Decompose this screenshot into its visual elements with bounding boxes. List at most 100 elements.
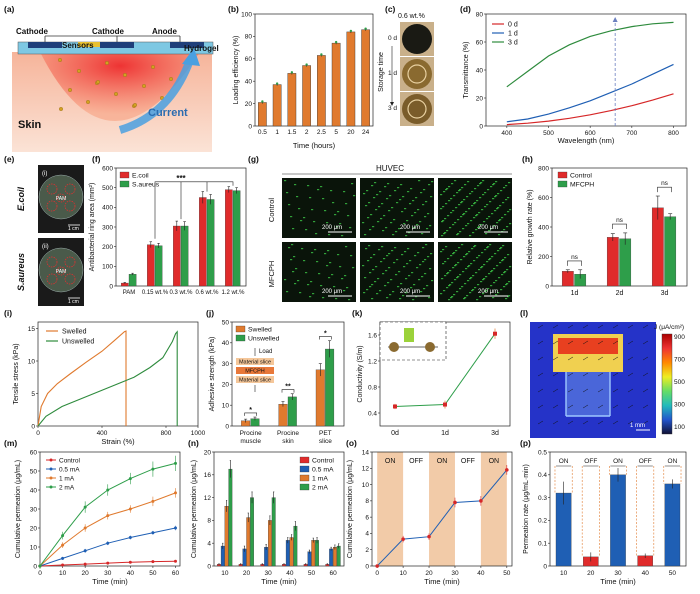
cell bbox=[425, 244, 428, 246]
legend-marker bbox=[49, 458, 53, 462]
cell bbox=[502, 245, 505, 247]
cell bbox=[444, 261, 447, 263]
cell bbox=[353, 195, 356, 197]
data-point bbox=[151, 560, 155, 564]
data-point bbox=[173, 461, 177, 465]
cell bbox=[453, 252, 456, 254]
y-tick-label: 600 bbox=[102, 165, 113, 172]
cell bbox=[324, 210, 327, 212]
cell bbox=[371, 185, 374, 187]
vector-arrow bbox=[642, 420, 649, 425]
cell bbox=[503, 229, 506, 231]
cell bbox=[485, 276, 488, 278]
cell bbox=[471, 248, 474, 250]
cell bbox=[507, 296, 510, 298]
layer-box bbox=[236, 367, 274, 374]
cell bbox=[504, 271, 507, 273]
cell bbox=[509, 223, 512, 225]
cell bbox=[379, 290, 382, 292]
vector-arrow bbox=[567, 388, 574, 393]
cell bbox=[386, 255, 389, 257]
cell bbox=[484, 206, 487, 208]
cell bbox=[407, 191, 410, 193]
cell bbox=[401, 254, 404, 256]
legend-label: E.coil bbox=[132, 173, 149, 180]
x-tick-label: 60 bbox=[172, 570, 180, 577]
cell bbox=[407, 248, 410, 250]
vector-arrow bbox=[612, 356, 619, 361]
cell bbox=[467, 280, 470, 282]
cell bbox=[483, 264, 486, 266]
cell bbox=[387, 183, 390, 185]
inhibition-ring bbox=[56, 266, 66, 276]
cell bbox=[480, 224, 483, 226]
data-point bbox=[375, 564, 379, 568]
data-point bbox=[334, 40, 338, 44]
bar bbox=[333, 547, 337, 567]
y-tick-label: 10 bbox=[222, 403, 230, 410]
bar bbox=[199, 197, 207, 287]
y-tick-label: 20 bbox=[245, 101, 253, 108]
cell bbox=[481, 266, 484, 268]
cell bbox=[341, 235, 344, 237]
petri-dish bbox=[38, 247, 84, 293]
y-tick-label: 0.2 bbox=[538, 518, 547, 525]
y-tick-label: 600 bbox=[538, 195, 549, 202]
series-line bbox=[37, 330, 127, 427]
cell bbox=[416, 267, 419, 269]
cell bbox=[453, 294, 456, 296]
drug-particle bbox=[123, 73, 127, 77]
cell bbox=[468, 251, 471, 253]
cell bbox=[460, 259, 463, 261]
y-tick-label: 40 bbox=[222, 340, 230, 347]
y-tick-label: 800 bbox=[538, 165, 549, 172]
legend-label: Control bbox=[59, 458, 81, 465]
cell bbox=[288, 247, 291, 249]
cell bbox=[495, 195, 498, 197]
cell bbox=[477, 185, 480, 187]
cell bbox=[491, 213, 494, 215]
y-tick-label: 0.4 bbox=[368, 410, 377, 417]
y-tick-label: 0 bbox=[365, 563, 369, 570]
x-tick-label: 20 bbox=[82, 570, 90, 577]
panel-m-chart: 0 10 20 30 40 50 60 Cumulative permeation (μg/m… bbox=[15, 449, 181, 586]
sensor-chip bbox=[78, 42, 100, 47]
x-tick-label: 3d bbox=[661, 290, 669, 297]
y-tick-label: 0 bbox=[33, 563, 37, 570]
data-point bbox=[128, 536, 132, 539]
cell bbox=[458, 204, 461, 206]
cell bbox=[477, 284, 480, 286]
vector-arrow bbox=[582, 372, 589, 377]
cell bbox=[295, 268, 298, 270]
vector-arrow bbox=[627, 404, 634, 409]
vector-arrow bbox=[597, 372, 604, 377]
phase-label: OFF bbox=[639, 458, 652, 465]
cell bbox=[429, 268, 432, 270]
vial-sample bbox=[402, 94, 432, 124]
x-axis-label: Wavelength (nm) bbox=[558, 136, 615, 145]
cell bbox=[442, 206, 445, 208]
legend-marker bbox=[49, 485, 53, 489]
cell bbox=[404, 208, 407, 210]
cell bbox=[405, 278, 408, 280]
cell bbox=[505, 284, 508, 286]
cell bbox=[337, 211, 340, 213]
significance-bracket bbox=[319, 336, 332, 340]
legend-label: MFCPH bbox=[570, 182, 594, 189]
cell bbox=[430, 196, 433, 198]
vector-arrow bbox=[642, 372, 649, 377]
x-axis-label: Strain (%) bbox=[101, 437, 135, 446]
legend-swatch bbox=[557, 171, 568, 179]
cell bbox=[322, 297, 325, 299]
series-line bbox=[506, 63, 674, 123]
cell bbox=[377, 278, 380, 280]
drug-particle bbox=[114, 92, 118, 96]
significance-bracket bbox=[657, 186, 672, 193]
electrode-outline bbox=[565, 372, 611, 417]
panel-letter: (a) bbox=[4, 4, 15, 14]
cell bbox=[314, 249, 317, 251]
row-label: Control bbox=[267, 198, 276, 223]
bar bbox=[173, 225, 181, 287]
cell bbox=[414, 255, 417, 257]
cell bbox=[384, 186, 387, 188]
